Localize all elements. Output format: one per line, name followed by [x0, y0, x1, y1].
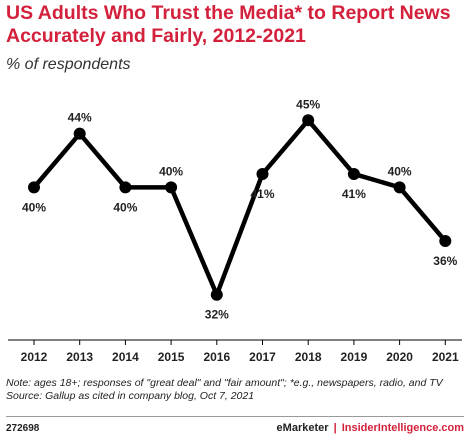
brand-emarketer: eMarketer	[276, 422, 329, 434]
data-label: 41%	[342, 187, 366, 201]
data-point	[302, 114, 315, 127]
data-point	[347, 167, 360, 180]
data-point	[165, 181, 178, 194]
x-tick-label: 2019	[341, 350, 368, 364]
x-tick-label: 2015	[158, 350, 185, 364]
footer-divider	[6, 416, 464, 417]
brand-insider-intelligence: InsiderIntelligence.com	[341, 422, 464, 434]
data-point	[73, 127, 86, 140]
chart-title: US Adults Who Trust the Media* to Report…	[6, 2, 451, 47]
data-label: 40%	[22, 200, 46, 214]
chart-id: 272698	[6, 423, 40, 434]
x-tick-label: 2018	[295, 350, 322, 364]
data-point	[119, 181, 132, 194]
data-label: 40%	[113, 200, 137, 214]
x-tick-label: 2016	[203, 350, 230, 364]
note-text: Note: ages 18+; responses of "great deal…	[6, 377, 443, 389]
data-point	[28, 181, 40, 194]
data-label: 45%	[296, 97, 320, 111]
x-tick-label: 2012	[21, 350, 48, 364]
x-tick-label: 2017	[249, 350, 276, 364]
brand-logo: eMarketer | InsiderIntelligence.com	[277, 422, 464, 434]
data-label: 40%	[388, 164, 412, 178]
data-label: 40%	[159, 164, 183, 178]
series-line	[31, 118, 448, 297]
data-label: 41%	[250, 187, 274, 201]
brand-separator: |	[333, 422, 337, 434]
data-point	[256, 167, 269, 180]
chart-subtitle: % of respondents	[6, 56, 131, 73]
data-point	[439, 235, 452, 248]
x-tick-label: 2021	[432, 350, 459, 364]
x-tick-label: 2014	[112, 350, 139, 364]
chart-notes: Note: ages 18+; responses of "great deal…	[6, 377, 461, 403]
x-tick-label: 2013	[66, 350, 93, 364]
source-text: Source: Gallup as cited in company blog,…	[6, 390, 255, 402]
data-point	[393, 181, 406, 194]
data-label: 44%	[68, 111, 92, 125]
data-point	[210, 288, 223, 301]
data-label: 36%	[433, 254, 457, 268]
x-tick-label: 2020	[386, 350, 413, 364]
data-label: 32%	[205, 308, 229, 322]
